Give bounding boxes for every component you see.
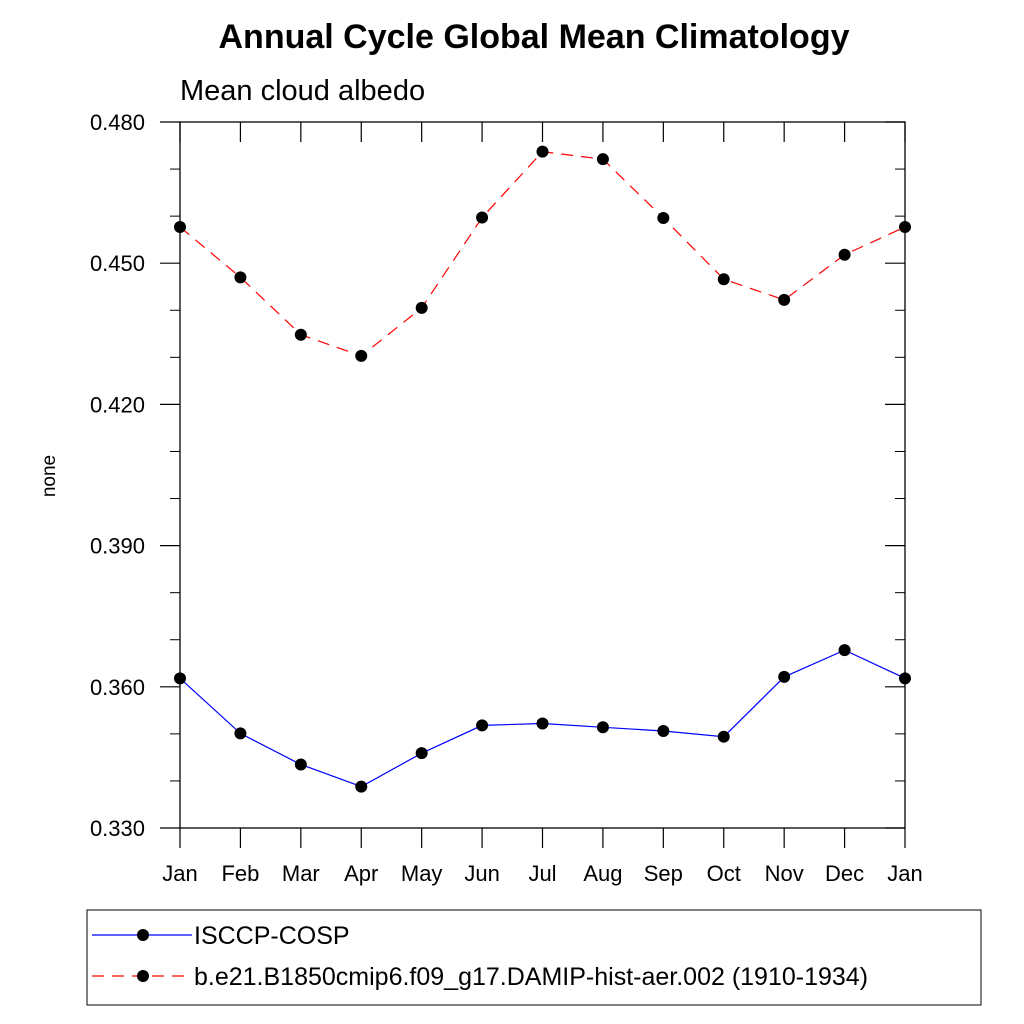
chart-title: Annual Cycle Global Mean Climatology: [219, 18, 850, 56]
data-point: [778, 670, 791, 683]
data-point: [174, 672, 186, 685]
axis-ticks: [160, 121, 906, 848]
x-tick-label: Nov: [765, 861, 804, 886]
y-tick-label: 0.390: [90, 534, 145, 559]
x-tick-labels: Jan Feb Mar Apr May Jun Jul Aug Sep Oct Nov Dec Jan: [162, 861, 922, 886]
y-tick-label: 0.330: [90, 816, 145, 841]
series-group: [174, 145, 911, 793]
data-point: [355, 349, 368, 362]
series-line-1: [179, 151, 906, 357]
legend-item-isccp-cosp: ISCCP-COSP: [92, 922, 350, 950]
legend-label-isccp-cosp: ISCCP-COSP: [194, 922, 350, 950]
data-point: [476, 719, 489, 732]
data-point: [294, 758, 307, 771]
x-tick-label: Dec: [825, 861, 864, 886]
series-1: [174, 145, 911, 362]
y-axis-label: none: [39, 455, 60, 497]
data-point: [234, 727, 247, 740]
data-point: [476, 211, 489, 224]
x-tick-label: Jun: [464, 861, 499, 886]
legend-item-model: b.e21.B1850cmip6.f09_g17.DAMIP-hist-aer.…: [92, 963, 868, 991]
data-point: [899, 220, 911, 233]
x-tick-label: Mar: [282, 861, 320, 886]
legend-label-model: b.e21.B1850cmip6.f09_g17.DAMIP-hist-aer.…: [194, 963, 868, 991]
y-tick-label: 0.450: [90, 251, 145, 276]
x-tick-label: Feb: [221, 861, 259, 886]
x-tick-label: Jan: [887, 861, 922, 886]
x-tick-label: Oct: [707, 861, 741, 886]
x-tick-label: May: [401, 861, 443, 886]
data-point: [838, 644, 851, 657]
data-point: [596, 153, 609, 166]
data-point: [838, 248, 851, 261]
plot-area: 0.330 0.360 0.390 0.420 0.450 0.480 Jan Feb Mar…: [90, 110, 923, 886]
x-tick-label: Sep: [644, 861, 683, 886]
data-point: [717, 730, 730, 743]
data-point: [717, 273, 730, 286]
y-tick-label: 0.420: [90, 392, 145, 417]
data-point: [294, 328, 307, 341]
x-tick-label: Apr: [344, 861, 378, 886]
data-point: [778, 293, 791, 306]
data-point: [536, 145, 549, 158]
data-point: [355, 780, 368, 793]
x-tick-label: Aug: [583, 861, 622, 886]
y-tick-label: 0.480: [90, 110, 145, 135]
chart-subtitle: Mean cloud albedo: [180, 75, 425, 107]
data-point: [415, 747, 428, 760]
y-tick-labels: 0.330 0.360 0.390 0.420 0.450 0.480: [90, 110, 145, 841]
data-point: [657, 725, 670, 738]
data-point: [596, 721, 609, 734]
x-tick-label: Jan: [162, 861, 197, 886]
legend-marker-model: [137, 970, 149, 982]
x-tick-label: Jul: [528, 861, 556, 886]
data-point: [415, 301, 428, 314]
data-point: [234, 271, 247, 284]
series-0: [174, 644, 911, 793]
data-point: [899, 672, 911, 685]
y-tick-label: 0.360: [90, 675, 145, 700]
data-point: [536, 717, 549, 730]
legend-marker-isccp-cosp: [137, 929, 149, 941]
data-point: [174, 220, 186, 233]
legend-box: [86, 909, 982, 1006]
legend: ISCCP-COSP b.e21.B1850cmip6.f09_g17.DAMI…: [86, 909, 982, 1006]
data-point: [657, 212, 670, 225]
